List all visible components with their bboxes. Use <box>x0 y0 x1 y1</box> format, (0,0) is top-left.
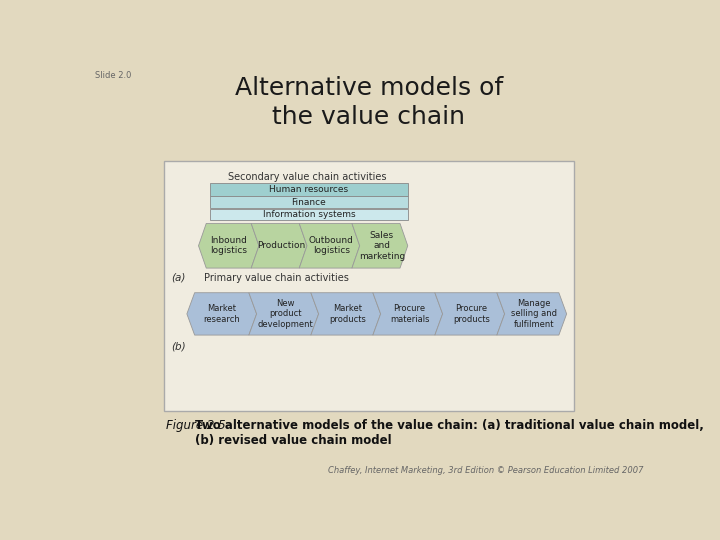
Text: Human resources: Human resources <box>269 185 348 194</box>
Polygon shape <box>435 293 505 335</box>
Text: Alternative models of
the value chain: Alternative models of the value chain <box>235 76 503 129</box>
Polygon shape <box>199 224 259 268</box>
FancyBboxPatch shape <box>163 161 575 411</box>
Text: Inbound
logistics: Inbound logistics <box>210 236 247 255</box>
Text: Outbound
logistics: Outbound logistics <box>309 236 354 255</box>
Polygon shape <box>251 224 307 268</box>
Text: Information systems: Information systems <box>263 210 355 219</box>
Text: (a): (a) <box>171 273 186 283</box>
Text: Primary value chain activities: Primary value chain activities <box>204 273 348 283</box>
Text: Finance: Finance <box>292 198 326 207</box>
Text: Chaffey, Internet Marketing, 3rd Edition © Pearson Education Limited 2007: Chaffey, Internet Marketing, 3rd Edition… <box>328 466 644 475</box>
FancyBboxPatch shape <box>210 197 408 208</box>
Text: Procure
materials: Procure materials <box>390 304 429 323</box>
Text: Production: Production <box>257 241 305 250</box>
FancyBboxPatch shape <box>210 209 408 220</box>
Polygon shape <box>373 293 443 335</box>
Text: New
product
development: New product development <box>258 299 314 329</box>
FancyBboxPatch shape <box>210 183 408 195</box>
Text: Manage
selling and
fulfilment: Manage selling and fulfilment <box>510 299 557 329</box>
Polygon shape <box>352 224 408 268</box>
Polygon shape <box>311 293 381 335</box>
Text: Two alternative models of the value chain: (a) traditional value chain model, (b: Two alternative models of the value chai… <box>195 419 704 447</box>
Text: Procure
products: Procure products <box>454 304 490 323</box>
Text: (b): (b) <box>171 341 186 351</box>
Polygon shape <box>300 224 360 268</box>
Polygon shape <box>187 293 256 335</box>
Text: Market
products: Market products <box>329 304 366 323</box>
Text: Slide 2.0: Slide 2.0 <box>94 71 131 80</box>
Polygon shape <box>497 293 567 335</box>
Text: Figure 2.5: Figure 2.5 <box>166 419 225 432</box>
Text: Sales
and
marketing: Sales and marketing <box>359 231 405 261</box>
Text: Market
research: Market research <box>203 304 240 323</box>
Polygon shape <box>249 293 319 335</box>
Text: Secondary value chain activities: Secondary value chain activities <box>228 172 386 182</box>
